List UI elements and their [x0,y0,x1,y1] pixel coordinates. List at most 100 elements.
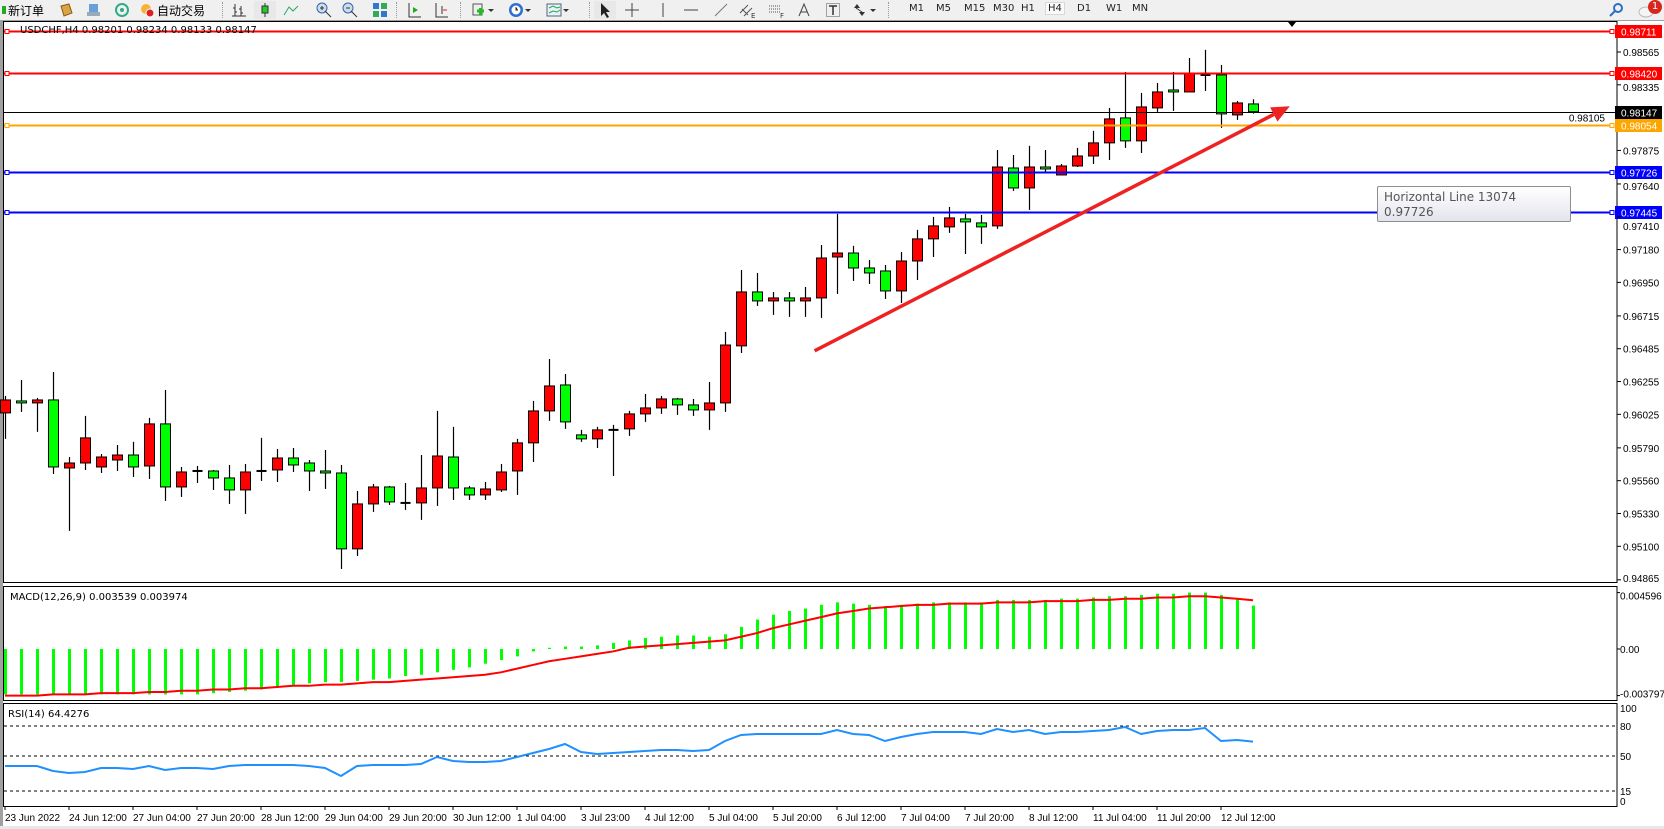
time-axis-label: 30 Jun 12:00 [453,813,511,824]
line-handle[interactable] [4,170,10,175]
indicators-icon [472,3,494,16]
candle-body [1232,102,1243,116]
timeframe-mn-button[interactable]: MN [1132,3,1149,14]
price-axis-label: 0.95790 [1623,444,1660,455]
macd-histogram-bar [1124,596,1127,649]
timeframe-d1-button[interactable]: D1 [1077,3,1092,14]
time-axis-label: 11 Jul 04:00 [1093,813,1147,824]
equidistant-channel-button[interactable]: E [737,1,759,19]
macd-panel [3,586,1618,701]
text-label-button[interactable] [822,1,844,19]
time-axis-label: 6 Jul 12:00 [837,813,886,824]
zoom-in-icon [316,2,332,18]
macd-histogram-bar [820,604,823,649]
time-axis-label: 8 Jul 12:00 [1029,813,1078,824]
macd-histogram-bar [1172,593,1175,649]
auto-trading-button[interactable]: 自动交易 [136,1,208,19]
price-label-box [1615,67,1662,80]
timeframe-h1-button[interactable]: H1 [1021,3,1035,14]
signals-button[interactable] [111,1,133,19]
line-handle[interactable] [4,210,10,215]
candle-body [1216,74,1227,115]
horizontal-line-button[interactable] [680,1,702,19]
macd-histogram-bar [708,636,711,649]
search-icon [1609,3,1623,17]
price-axis-label: 0.96715 [1623,312,1660,323]
candle-body [432,455,443,489]
candle-body [480,488,491,496]
trend-arrow-line[interactable] [813,112,1275,353]
new-order-label: 新订单 [7,3,44,18]
candle-body [976,222,987,228]
timeframe-m15-button[interactable]: M15 [964,3,986,14]
timeframe-m30-button[interactable]: M30 [993,3,1015,14]
crosshair-button[interactable] [621,1,643,19]
trend-arrow-head[interactable] [1270,106,1290,122]
candlestick-button[interactable] [254,1,276,19]
line-handle[interactable] [4,29,10,34]
candle-body [48,399,59,468]
market-watch-icon [60,3,73,17]
bar-chart-button[interactable] [228,1,250,19]
timeframe-m1-button[interactable]: M1 [909,3,924,14]
rsi-line [5,725,1254,778]
timeframe-h4-button[interactable]: H4 [1045,2,1065,15]
timeframe-m5-button[interactable]: M5 [936,3,951,14]
candle-body [208,470,219,479]
macd-histogram-bar [52,649,55,695]
candle-body [272,457,283,471]
zoom-in-button[interactable] [313,1,335,19]
time-axis-label: 5 Jul 04:00 [709,813,758,824]
candle-body [16,400,27,404]
vertical-line-button[interactable] [652,1,674,19]
candle-body [1008,167,1019,189]
periods-button[interactable] [503,1,537,19]
macd-histogram-bar [1220,595,1223,649]
macd-histogram-bar [612,642,615,649]
arrows-button[interactable] [847,1,881,19]
macd-histogram-bar [852,603,855,649]
candle-body [1088,142,1099,157]
candlestick-icon [261,3,269,17]
text-button[interactable] [793,1,815,19]
main-chart-panel [3,21,1618,583]
line-handle[interactable] [1609,29,1615,34]
line-handle[interactable] [1609,210,1615,215]
line-handle[interactable] [1609,170,1615,175]
candle-body [1120,117,1131,142]
indicators-button[interactable] [466,1,500,19]
cursor-button[interactable] [594,1,616,19]
new-order-button[interactable]: 新订单 [0,1,46,19]
line-handle[interactable] [4,123,10,128]
trendline-button[interactable] [710,1,732,19]
periods-icon [509,3,531,17]
line-handle[interactable] [1609,123,1615,128]
macd-histogram-bar [1188,592,1191,649]
navigator-button[interactable] [82,1,104,19]
market-watch-button[interactable] [55,1,77,19]
macd-histogram-bar [212,649,215,694]
search-button[interactable] [1606,1,1626,19]
line-handle[interactable] [1609,71,1615,76]
macd-histogram-bar [388,649,391,679]
candle-body [864,267,875,274]
candle-body [176,471,187,488]
macd-histogram-bar [356,649,359,681]
tile-windows-button[interactable] [369,1,391,19]
macd-histogram-bar [788,610,791,649]
macd-histogram-bar [180,649,183,695]
notification-badge: 1 [1648,0,1662,14]
templates-button[interactable] [541,1,575,19]
fibonacci-button[interactable]: F [766,1,788,19]
line-chart-button[interactable] [280,1,302,19]
autoscroll-button[interactable] [430,1,452,19]
chart-shift-button[interactable] [403,1,425,19]
zoom-out-button[interactable] [339,1,361,19]
candle-body [304,462,315,472]
macd-histogram-bar [1060,598,1063,649]
line-handle[interactable] [4,71,10,76]
candle-body [720,344,731,404]
timeframe-w1-button[interactable]: W1 [1106,3,1123,14]
macd-histogram-bar [804,608,807,649]
